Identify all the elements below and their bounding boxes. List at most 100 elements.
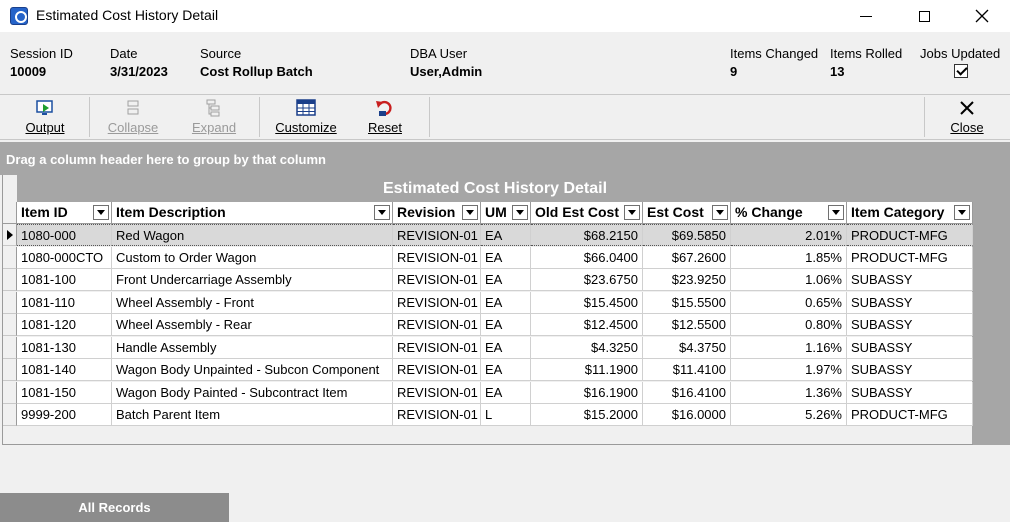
- minimize-button[interactable]: [837, 0, 895, 32]
- filter-dropdown-icon[interactable]: [374, 205, 390, 220]
- cell-pct[interactable]: 2.01%: [731, 224, 847, 246]
- cell-desc[interactable]: Wagon Body Painted - Subcontract Item: [112, 381, 393, 404]
- cell-category[interactable]: PRODUCT-MFG: [847, 224, 973, 246]
- column-header-old-cost[interactable]: Old Est Cost: [531, 202, 643, 224]
- column-header-category[interactable]: Item Category: [847, 202, 973, 224]
- table-row[interactable]: 1080-000CTO Custom to Order Wagon REVISION…: [3, 246, 973, 269]
- cell-um[interactable]: EA: [481, 314, 531, 336]
- filter-dropdown-icon[interactable]: [954, 205, 970, 220]
- row-selector[interactable]: [3, 269, 17, 291]
- table-row[interactable]: 9999-200 Batch Parent Item REVISION-01 L $15…: [3, 404, 973, 426]
- cell-item-id[interactable]: 1081-100: [17, 269, 112, 291]
- cell-um[interactable]: EA: [481, 246, 531, 269]
- cell-revision[interactable]: REVISION-01: [393, 314, 481, 336]
- cell-est-cost[interactable]: $16.4100: [643, 381, 731, 404]
- cell-old-cost[interactable]: $12.4500: [531, 314, 643, 336]
- jobs-updated-checkbox[interactable]: [954, 64, 968, 78]
- column-header-est-cost[interactable]: Est Cost: [643, 202, 731, 224]
- cell-old-cost[interactable]: $23.6750: [531, 269, 643, 291]
- cell-desc[interactable]: Wheel Assembly - Front: [112, 291, 393, 314]
- table-row[interactable]: 1081-140 Wagon Body Unpainted - Subcon Co…: [3, 359, 973, 381]
- table-row[interactable]: 1081-100 Front Undercarriage Assembly REVI…: [3, 269, 973, 291]
- cell-old-cost[interactable]: $15.4500: [531, 291, 643, 314]
- cell-est-cost[interactable]: $69.5850: [643, 224, 731, 246]
- cell-est-cost[interactable]: $11.4100: [643, 359, 731, 381]
- column-header-revision[interactable]: Revision: [393, 202, 481, 224]
- cell-pct[interactable]: 1.16%: [731, 336, 847, 359]
- filter-dropdown-icon[interactable]: [624, 205, 640, 220]
- cell-item-id[interactable]: 1080-000CTO: [17, 246, 112, 269]
- cell-pct[interactable]: 0.65%: [731, 291, 847, 314]
- table-row[interactable]: 1081-120 Wheel Assembly - Rear REVISION-01…: [3, 314, 973, 336]
- cell-pct[interactable]: 1.36%: [731, 381, 847, 404]
- cell-item-id[interactable]: 1081-150: [17, 381, 112, 404]
- cell-um[interactable]: EA: [481, 269, 531, 291]
- cell-est-cost[interactable]: $16.0000: [643, 404, 731, 426]
- cell-um[interactable]: EA: [481, 359, 531, 381]
- cell-desc[interactable]: Wagon Body Unpainted - Subcon Component: [112, 359, 393, 381]
- cell-est-cost[interactable]: $4.3750: [643, 336, 731, 359]
- cell-old-cost[interactable]: $66.0400: [531, 246, 643, 269]
- cell-old-cost[interactable]: $68.2150: [531, 224, 643, 246]
- cell-item-id[interactable]: 1080-000: [17, 224, 112, 246]
- expand-button[interactable]: Expand: [179, 95, 249, 139]
- row-selector[interactable]: [3, 359, 17, 381]
- cell-desc[interactable]: Batch Parent Item: [112, 404, 393, 426]
- cell-category[interactable]: SUBASSY: [847, 359, 973, 381]
- cell-um[interactable]: EA: [481, 224, 531, 246]
- cell-category[interactable]: PRODUCT-MFG: [847, 404, 973, 426]
- maximize-button[interactable]: [895, 0, 953, 32]
- filter-dropdown-icon[interactable]: [712, 205, 728, 220]
- row-selector[interactable]: [3, 291, 17, 314]
- cell-revision[interactable]: REVISION-01: [393, 246, 481, 269]
- row-selector[interactable]: [3, 404, 17, 426]
- cell-pct[interactable]: 1.97%: [731, 359, 847, 381]
- cell-old-cost[interactable]: $4.3250: [531, 336, 643, 359]
- tab-all-records[interactable]: All Records: [0, 493, 229, 522]
- cell-um[interactable]: EA: [481, 291, 531, 314]
- cell-item-id[interactable]: 1081-120: [17, 314, 112, 336]
- cell-revision[interactable]: REVISION-01: [393, 381, 481, 404]
- cell-category[interactable]: SUBASSY: [847, 381, 973, 404]
- cell-um[interactable]: L: [481, 404, 531, 426]
- cell-desc[interactable]: Handle Assembly: [112, 336, 393, 359]
- column-header-item-id[interactable]: Item ID: [17, 202, 112, 224]
- cell-um[interactable]: EA: [481, 381, 531, 404]
- cell-est-cost[interactable]: $12.5500: [643, 314, 731, 336]
- reset-button[interactable]: Reset: [352, 95, 418, 139]
- cell-category[interactable]: SUBASSY: [847, 291, 973, 314]
- row-selector[interactable]: [3, 314, 17, 336]
- table-row[interactable]: 1081-130 Handle Assembly REVISION-01 EA $4.3…: [3, 336, 973, 359]
- cell-um[interactable]: EA: [481, 336, 531, 359]
- filter-dropdown-icon[interactable]: [462, 205, 478, 220]
- cell-item-id[interactable]: 9999-200: [17, 404, 112, 426]
- cell-revision[interactable]: REVISION-01: [393, 359, 481, 381]
- cell-old-cost[interactable]: $15.2000: [531, 404, 643, 426]
- cell-revision[interactable]: REVISION-01: [393, 269, 481, 291]
- table-row[interactable]: 1081-110 Wheel Assembly - Front REVISION-0…: [3, 291, 973, 314]
- filter-dropdown-icon[interactable]: [93, 205, 109, 220]
- cell-category[interactable]: SUBASSY: [847, 269, 973, 291]
- cell-desc[interactable]: Custom to Order Wagon: [112, 246, 393, 269]
- table-row[interactable]: 1080-000 Red Wagon REVISION-01 EA $68.2150 $6…: [3, 224, 973, 246]
- column-header-pct[interactable]: % Change: [731, 202, 847, 224]
- group-by-bar[interactable]: Drag a column header here to group by th…: [0, 142, 1010, 175]
- cell-revision[interactable]: REVISION-01: [393, 291, 481, 314]
- cell-item-id[interactable]: 1081-130: [17, 336, 112, 359]
- column-header-desc[interactable]: Item Description: [112, 202, 393, 224]
- row-selector[interactable]: [3, 246, 17, 269]
- cell-category[interactable]: PRODUCT-MFG: [847, 246, 973, 269]
- cell-old-cost[interactable]: $16.1900: [531, 381, 643, 404]
- row-selector[interactable]: [3, 381, 17, 404]
- cell-item-id[interactable]: 1081-110: [17, 291, 112, 314]
- filter-dropdown-icon[interactable]: [512, 205, 528, 220]
- filter-dropdown-icon[interactable]: [828, 205, 844, 220]
- cell-est-cost[interactable]: $23.9250: [643, 269, 731, 291]
- cell-category[interactable]: SUBASSY: [847, 314, 973, 336]
- cell-pct[interactable]: 0.80%: [731, 314, 847, 336]
- collapse-button[interactable]: Collapse: [98, 95, 168, 139]
- cell-desc[interactable]: Front Undercarriage Assembly: [112, 269, 393, 291]
- column-header-um[interactable]: UM: [481, 202, 531, 224]
- cell-revision[interactable]: REVISION-01: [393, 336, 481, 359]
- cell-revision[interactable]: REVISION-01: [393, 224, 481, 246]
